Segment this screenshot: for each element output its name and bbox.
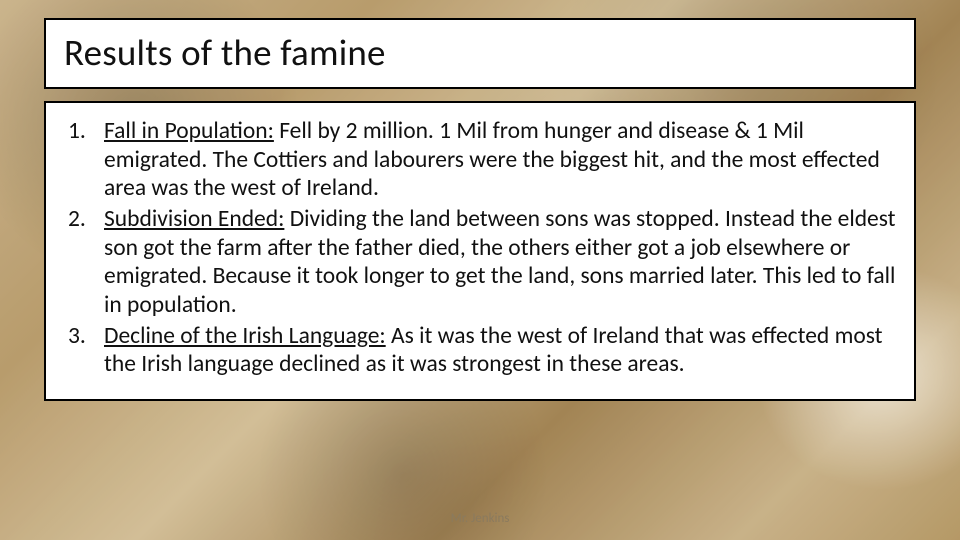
slide-title: Results of the famine [64,30,896,75]
item-lead: Decline of the Irish Language: [104,322,386,350]
body-box: Fall in Population: Fell by 2 million. 1… [44,101,916,401]
slide-footer: Mr. Jenkins [0,511,960,526]
item-lead: Subdivision Ended: [104,205,284,233]
list-item: Fall in Population: Fell by 2 million. 1… [60,117,896,203]
title-box: Results of the famine [44,18,916,89]
results-list: Fall in Population: Fell by 2 million. 1… [60,117,896,379]
slide-container: Results of the famine Fall in Population… [0,0,960,540]
list-item: Subdivision Ended: Dividing the land bet… [60,205,896,320]
item-lead: Fall in Population: [104,117,274,145]
list-item: Decline of the Irish Language: As it was… [60,322,896,379]
